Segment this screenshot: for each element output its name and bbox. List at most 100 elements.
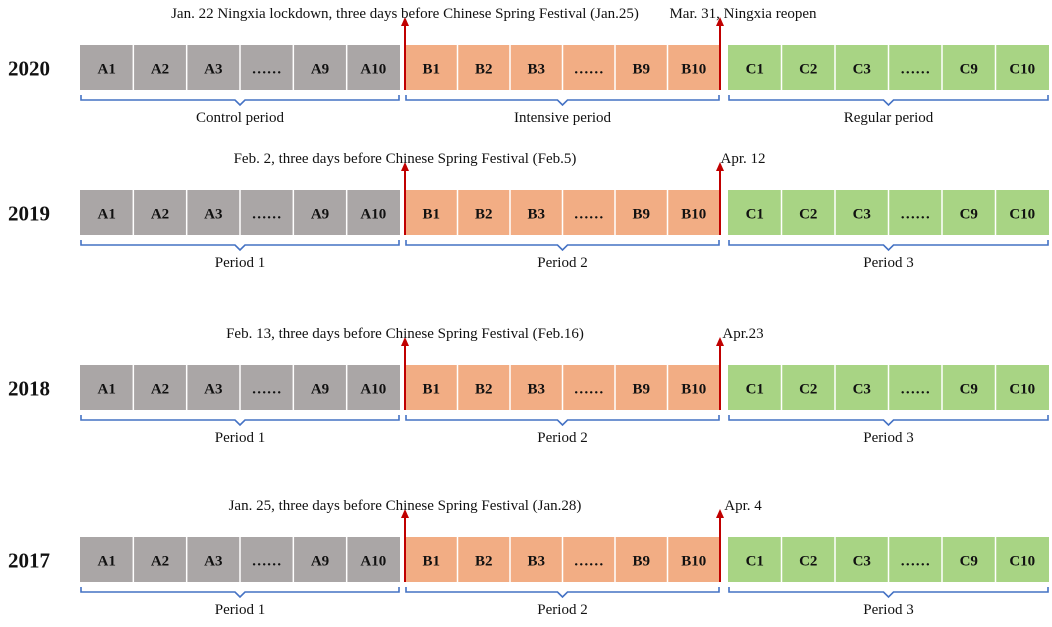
cell-label-b: B1	[422, 554, 440, 570]
period-label: Period 2	[537, 255, 587, 271]
cell-label-c: C2	[799, 207, 817, 223]
cell-label-b: B10	[681, 554, 706, 570]
end-date-note: Mar. 31, Ningxia reopen	[669, 6, 817, 22]
cell-label-c: C1	[746, 207, 764, 223]
cell-label-c: C1	[746, 62, 764, 78]
cell-label-c: C9	[960, 554, 978, 570]
period-bracket	[728, 240, 1049, 252]
period-label: Period 1	[215, 602, 265, 618]
cell-label-a: A3	[204, 207, 222, 223]
period-label: Period 3	[863, 430, 913, 446]
cell-label-c: C9	[960, 62, 978, 78]
year-label: 2020	[8, 57, 50, 81]
cell-label-c: C2	[799, 382, 817, 398]
cell-label-c: ……	[900, 207, 930, 223]
cell-label-c: C3	[853, 62, 871, 78]
cell-label-a: A2	[151, 382, 169, 398]
cell-label-c: C3	[853, 554, 871, 570]
cell-label-b: B2	[475, 62, 493, 78]
start-date-note: Jan. 25, three days before Chinese Sprin…	[229, 498, 582, 514]
period-bracket	[405, 95, 720, 107]
cell-label-c: C10	[1009, 554, 1035, 570]
cell-label-a: A10	[360, 554, 386, 570]
cell-label-a: ……	[252, 554, 282, 570]
start-arrow-head	[401, 337, 409, 346]
start-arrow-head	[401, 162, 409, 171]
cell-label-a: A3	[204, 554, 222, 570]
cell-label-c: ……	[900, 62, 930, 78]
start-date-note: Feb. 2, three days before Chinese Spring…	[234, 151, 577, 167]
cell-label-b: ……	[574, 382, 604, 398]
cell-label-a: A1	[97, 554, 115, 570]
cell-label-b: B2	[475, 207, 493, 223]
period-bracket	[405, 587, 720, 599]
cell-label-c: C9	[960, 382, 978, 398]
start-date-note: Jan. 22 Ningxia lockdown, three days bef…	[171, 6, 639, 22]
period-label: Period 3	[863, 255, 913, 271]
cell-label-a: A1	[97, 62, 115, 78]
cell-label-a: A1	[97, 207, 115, 223]
period-label: Period 1	[215, 255, 265, 271]
cell-label-c: ……	[900, 554, 930, 570]
year-label: 2018	[8, 377, 50, 401]
cell-label-a: A9	[311, 382, 329, 398]
period-label: Period 1	[215, 430, 265, 446]
cell-label-b: ……	[574, 207, 604, 223]
cell-label-a: A9	[311, 207, 329, 223]
period-bracket	[80, 415, 400, 427]
cell-label-b: B1	[422, 62, 440, 78]
cell-label-c: C3	[853, 207, 871, 223]
cell-label-a: A2	[151, 207, 169, 223]
end-arrow-head	[716, 337, 724, 346]
end-arrow-head	[716, 162, 724, 171]
cell-label-a: A1	[97, 382, 115, 398]
period-bracket	[405, 415, 720, 427]
period-bracket	[80, 587, 400, 599]
cell-label-b: B9	[632, 62, 650, 78]
cell-label-c: C2	[799, 62, 817, 78]
cell-label-b: B2	[475, 382, 493, 398]
cell-label-a: A10	[360, 382, 386, 398]
cell-label-c: ……	[900, 382, 930, 398]
cell-label-b: B1	[422, 207, 440, 223]
period-label: Intensive period	[514, 110, 612, 126]
cell-label-b: ……	[574, 554, 604, 570]
cell-label-b: B3	[527, 554, 545, 570]
start-arrow-head	[401, 509, 409, 518]
end-date-note: Apr. 12	[721, 151, 766, 167]
cell-label-c: C1	[746, 382, 764, 398]
cell-label-b: B3	[527, 382, 545, 398]
cell-label-b: B10	[681, 62, 706, 78]
cell-label-b: B10	[681, 207, 706, 223]
end-arrow-head	[716, 509, 724, 518]
cell-label-b: B3	[527, 62, 545, 78]
period-label: Period 2	[537, 602, 587, 618]
cell-label-b: B9	[632, 554, 650, 570]
period-bracket	[80, 240, 400, 252]
cell-label-a: ……	[252, 382, 282, 398]
cell-label-b: B9	[632, 207, 650, 223]
cell-label-c: C1	[746, 554, 764, 570]
end-arrow-head	[716, 17, 724, 26]
cell-label-a: A3	[204, 382, 222, 398]
cell-label-c: C10	[1009, 207, 1035, 223]
cell-label-a: A10	[360, 62, 386, 78]
cell-label-b: B10	[681, 382, 706, 398]
start-arrow-head	[401, 17, 409, 26]
cell-label-a: A3	[204, 62, 222, 78]
end-date-note: Apr. 4	[724, 498, 762, 514]
cell-label-a: A2	[151, 62, 169, 78]
period-bracket	[80, 95, 400, 107]
period-bracket	[405, 240, 720, 252]
cell-label-a: A2	[151, 554, 169, 570]
period-bracket	[728, 95, 1049, 107]
period-label: Control period	[196, 110, 284, 126]
cell-label-c: C9	[960, 207, 978, 223]
period-label: Regular period	[844, 110, 934, 126]
cell-label-c: C3	[853, 382, 871, 398]
cell-label-b: B2	[475, 554, 493, 570]
cell-label-b: B9	[632, 382, 650, 398]
cell-label-c: C2	[799, 554, 817, 570]
period-label: Period 2	[537, 430, 587, 446]
